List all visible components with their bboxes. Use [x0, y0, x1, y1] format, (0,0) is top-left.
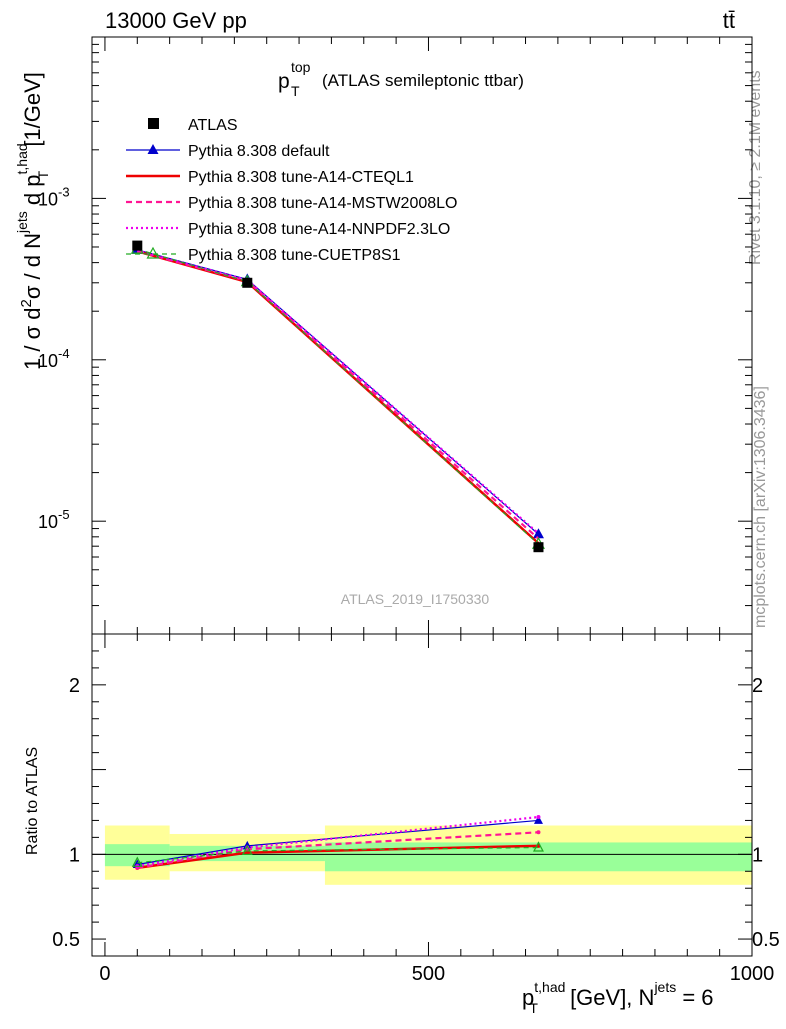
rivet-label: Rivet 3.1.10, ≥ 2.1M events: [747, 70, 764, 265]
ratio-y-tick-label-left: 1: [69, 844, 80, 866]
mcplots-label: mcplots.cern.ch [arXiv:1306.3436]: [752, 386, 769, 628]
energy-label: 13000 GeV pp: [105, 8, 247, 33]
y-tick-mantissa: 10: [38, 351, 58, 371]
ylabel-sup3: t,had: [14, 143, 30, 174]
main-title: p top T (ATLAS semileptonic ttbar): [278, 59, 524, 99]
main-ylabel: 1 / σ d2σ / d Njets d pt,had T [1/GeV]: [14, 72, 51, 370]
ratio-y-tick-label-right: 2: [752, 675, 763, 697]
ratio-plot: 0.5 0.5 1 1 2 2 0 500 1000: [52, 633, 780, 985]
ylabel-sup1: 2: [18, 299, 35, 307]
title-sup: top: [291, 59, 311, 75]
legend-entry: Pythia 8.308 tune-A14-MSTW2008LO: [126, 195, 457, 212]
ratio-y-tick-label-right: 0.5: [752, 929, 780, 951]
legend-marker: [146, 246, 160, 259]
ratio-frame: [91, 633, 753, 957]
legend-label: Pythia 8.308 tune-CUETP8S1: [188, 247, 401, 264]
y-tick-mantissa: 10: [38, 512, 58, 532]
series-marker: [532, 528, 544, 539]
legend: ATLAS Pythia 8.308 default Pythia 8.308 tu…: [126, 117, 457, 264]
ratio-marker: [536, 815, 541, 820]
svg-text:1 / σ d2σ / d Njets d pt,hadT: 1 / σ d2σ / d Njets d pt,had T [1/GeV]: [14, 72, 51, 370]
ylabel-sub3: T: [35, 170, 51, 179]
legend-entry: Pythia 8.308 tune-CUETP8S1: [126, 246, 401, 264]
ratio-y-tick-label-left: 2: [69, 675, 80, 697]
legend-marker: [148, 118, 159, 129]
xlabel-sup: t,had: [534, 979, 565, 995]
series-line: [137, 249, 540, 535]
title-sub: T: [291, 83, 300, 99]
ratio-y-tick-label-right: 1: [752, 844, 763, 866]
uncertainty-bands: [104, 825, 752, 885]
series-3: [137, 249, 540, 535]
data-marker: [533, 542, 544, 553]
legend-marker: [147, 144, 159, 154]
xlabel-main: p: [522, 985, 534, 1010]
data-points: [132, 240, 544, 553]
y-tick-exponent: -5: [58, 507, 70, 522]
data-marker: [132, 240, 143, 251]
legend-label: Pythia 8.308 tune-A14-CTEQL1: [188, 169, 414, 186]
watermark: ATLAS_2019_I1750330: [341, 591, 490, 607]
x-tick-label: 500: [412, 963, 445, 985]
y-tick-label: 10-5: [38, 507, 70, 532]
ratio-y-tick-label-left: 0.5: [52, 929, 80, 951]
legend-label: ATLAS: [188, 117, 238, 134]
legend-label: Pythia 8.308 default: [188, 143, 330, 160]
legend-entry: ATLAS: [148, 117, 238, 134]
ratio-marker: [241, 844, 253, 856]
ylabel-mid: σ / d N: [20, 233, 45, 299]
ylabel-sup2: jets: [14, 211, 30, 234]
x-tick-label: 1000: [730, 963, 775, 985]
series-line: [137, 248, 539, 545]
y-tick-exponent: -4: [58, 346, 70, 361]
ratio-marker: [131, 856, 143, 867]
ratio-line: [137, 846, 539, 864]
y-tick-mantissa: 10: [38, 189, 58, 209]
ylabel-unit: [1/GeV]: [20, 72, 45, 153]
ratio-ylabel: Ratio to ATLAS: [24, 747, 41, 855]
xlabel-sup2: jets: [653, 979, 676, 995]
title-rest: (ATLAS semileptonic ttbar): [322, 71, 524, 90]
legend-entry: Pythia 8.308 tune-A14-CTEQL1: [126, 169, 414, 186]
data-marker: [242, 277, 253, 288]
ratio-ticks: [92, 634, 753, 956]
ratio-marker: [533, 815, 543, 824]
xlabel: pt,had T [GeV], Njets = 6: [522, 979, 714, 1016]
y-tick-label: 10-3: [38, 184, 70, 209]
ratio-series-4: [131, 841, 544, 867]
legend-entry: Pythia 8.308 tune-A14-NNPDF2.3LO: [126, 221, 450, 238]
legend-entry: Pythia 8.308 default: [126, 143, 330, 160]
ylabel-mid2: d p: [20, 175, 45, 212]
xlabel-unit: [GeV], N: [564, 985, 654, 1010]
legend-label: Pythia 8.308 tune-A14-NNPDF2.3LO: [188, 221, 450, 238]
y-tick-label: 10-4: [38, 346, 70, 371]
ratio-marker: [536, 830, 541, 835]
x-tick-label: 0: [99, 963, 110, 985]
svg-text:pt,hadT [GeV], Njets = 6: pt,had T [GeV], Njets = 6: [522, 979, 714, 1016]
stat-band: [104, 844, 170, 867]
main-ticks: [92, 36, 753, 635]
legend-label: Pythia 8.308 tune-A14-MSTW2008LO: [188, 195, 457, 212]
process-label: tt̄: [723, 8, 735, 33]
xlabel-tail: = 6: [676, 985, 713, 1010]
ylabel-prefix: 1 / σ d: [20, 308, 45, 371]
title-main: p: [278, 70, 290, 93]
ratio-marker: [532, 841, 544, 852]
y-tick-exponent: -3: [58, 184, 70, 199]
xlabel-sub: T: [529, 1000, 538, 1016]
